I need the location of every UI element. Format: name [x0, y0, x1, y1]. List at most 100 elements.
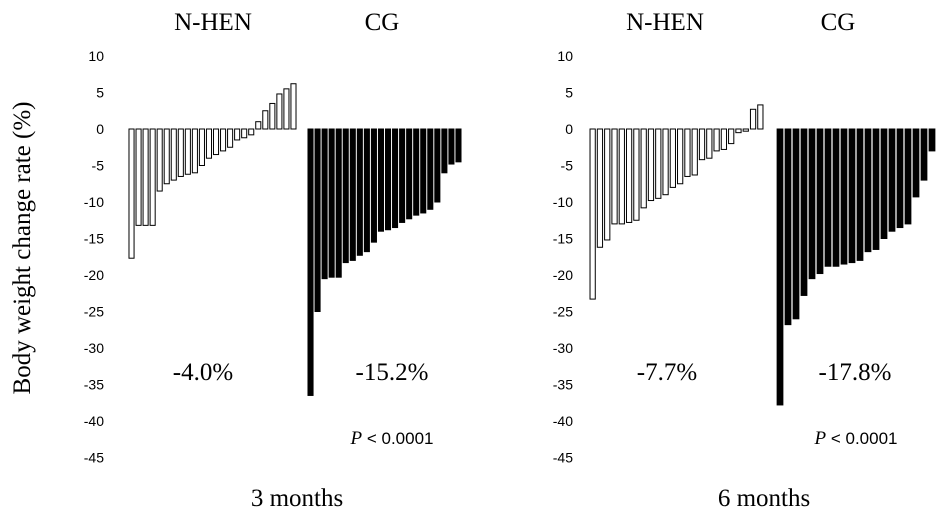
y-tick-label: -20: [553, 267, 573, 283]
bar-cg: [399, 128, 406, 223]
y-tick-label: -5: [561, 158, 574, 174]
bar-n-hen: [662, 128, 669, 196]
bar-cg: [848, 128, 856, 264]
p-value-label: P < 0.0001: [814, 428, 898, 449]
bar-cg: [448, 128, 455, 165]
chart-panel-1: 10 5 0 -5 -10 -15 -20 -25 -30 -35 -40 -45 N-HEN -4.0%…: [84, 9, 462, 512]
bar-n-hen: [713, 128, 720, 152]
bar-cg: [832, 128, 840, 267]
bar-cg: [321, 128, 328, 280]
bar-n-hen: [205, 128, 213, 159]
y-tick-label: -30: [84, 340, 104, 356]
bar-cg: [856, 128, 864, 261]
bar-cg: [912, 128, 920, 198]
bar-cg: [406, 128, 413, 220]
bar-cg: [335, 128, 342, 278]
x-axis-title: 6 months: [718, 485, 810, 512]
bar-cg: [792, 128, 800, 320]
bar-cg: [328, 128, 335, 278]
bar-n-hen: [283, 88, 290, 130]
group-title: N-HEN: [174, 9, 252, 36]
bar-cg: [880, 128, 888, 239]
bar-cg: [370, 128, 377, 243]
bar-cg: [420, 128, 427, 214]
bar-cg: [928, 128, 936, 152]
bar-n-hen: [742, 128, 749, 132]
bar-n-hen: [669, 128, 676, 188]
bar-n-hen: [691, 128, 698, 176]
y-tick-label: -10: [84, 194, 104, 210]
x-axis-title: 3 months: [251, 485, 343, 512]
bar-n-hen: [177, 128, 184, 177]
bar-cg: [392, 128, 399, 229]
bar-cg: [384, 128, 392, 231]
y-tick-label: -45: [553, 450, 573, 466]
bar-n-hen: [647, 128, 655, 202]
bar-n-hen: [220, 128, 227, 152]
y-tick-label: -25: [553, 304, 573, 320]
y-tick-label: -20: [84, 267, 104, 283]
y-axis-title: Body weight change rate (%): [9, 102, 36, 395]
bar-cg: [816, 128, 824, 275]
y-tick-label: 0: [565, 121, 573, 137]
bar-n-hen: [611, 128, 618, 225]
bar-n-hen: [163, 128, 170, 185]
bar-cg: [342, 128, 349, 264]
y-tick-label: -25: [84, 304, 104, 320]
group-mean-label: -17.8%: [819, 359, 892, 386]
y-tick-label: -10: [553, 194, 573, 210]
y-tick-label: 0: [96, 121, 104, 137]
bar-cg: [441, 128, 448, 174]
y-tick-label: -30: [553, 340, 573, 356]
bar-cg: [349, 128, 356, 261]
bar-n-hen: [677, 128, 684, 185]
y-tick-label: 5: [96, 85, 104, 101]
group-title: N-HEN: [626, 9, 704, 36]
bar-n-hen: [276, 93, 283, 130]
bar-cg: [363, 128, 370, 253]
bar-cg: [455, 128, 462, 163]
bar-cg: [776, 128, 784, 406]
bar-n-hen: [156, 128, 163, 192]
bar-cg: [800, 128, 808, 296]
y-tick-label: -45: [84, 450, 104, 466]
y-tick-label: 10: [88, 48, 104, 64]
bar-n-hen: [735, 128, 742, 134]
y-tick-label: 10: [557, 48, 573, 64]
bar-n-hen: [706, 128, 713, 159]
bar-n-hen: [135, 128, 142, 226]
bar-n-hen: [698, 128, 706, 161]
bar-n-hen: [198, 128, 205, 166]
y-tick-label: -15: [84, 231, 104, 247]
bar-n-hen: [757, 104, 764, 130]
y-tick-label: -40: [84, 413, 104, 429]
y-tick-label: 5: [565, 85, 573, 101]
bar-n-hen: [684, 128, 691, 177]
p-value-label: P < 0.0001: [350, 428, 434, 449]
group-mean-label: -4.0%: [173, 359, 233, 386]
y-tick-label: -15: [553, 231, 573, 247]
bar-n-hen: [184, 128, 191, 175]
bar-cg: [356, 128, 363, 256]
bar-cg: [896, 128, 904, 229]
bar-n-hen: [269, 102, 276, 130]
bar-cg: [808, 128, 816, 280]
y-tick-label: -5: [92, 158, 105, 174]
bar-n-hen: [248, 128, 255, 136]
chart-panel-2: 10 5 0 -5 -10 -15 -20 -25 -30 -35 -40 -45 N-HEN -7.7%…: [553, 9, 936, 512]
bar-n-hen: [720, 128, 728, 150]
bar-n-hen: [290, 83, 297, 130]
bar-cg: [413, 128, 420, 216]
group-title: CG: [821, 9, 856, 36]
bar-cg: [920, 128, 928, 181]
bar-n-hen: [241, 128, 248, 139]
group-mean-label: -7.7%: [637, 359, 697, 386]
bar-n-hen: [618, 128, 625, 225]
bar-n-hen: [170, 128, 177, 181]
bar-n-hen: [633, 128, 640, 221]
bar-n-hen: [728, 128, 735, 145]
bar-n-hen: [589, 128, 596, 300]
bar-n-hen: [149, 128, 156, 226]
bar-cg: [864, 128, 872, 253]
